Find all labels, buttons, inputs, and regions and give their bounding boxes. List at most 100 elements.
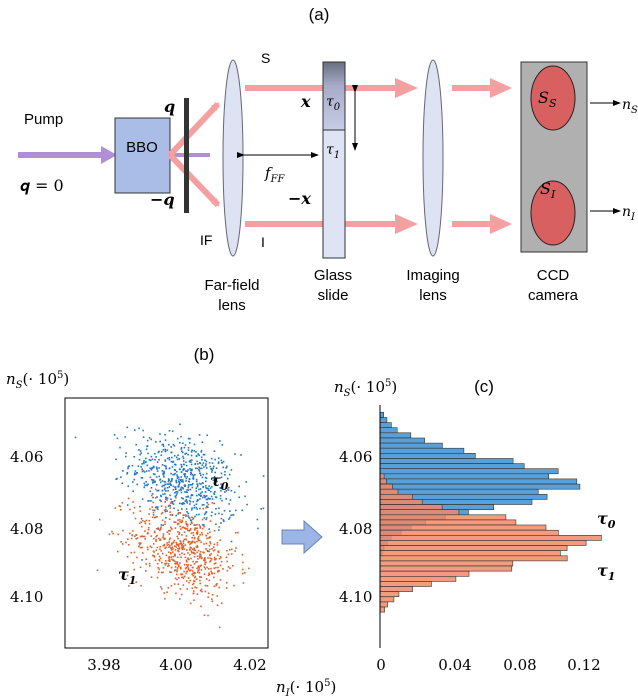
scatter-point [155,538,157,541]
scatter-point [204,476,207,479]
scatter-point [148,470,150,472]
scatter-point [207,506,209,508]
scatter-point [172,555,174,558]
scatter-point [175,561,177,563]
scatter-point [217,569,219,572]
scatter-point [168,479,170,481]
scatter-point [155,540,157,542]
scatter-point [168,541,170,543]
scatter-point [191,587,194,590]
panel-b-label: (b) [194,345,215,364]
scatter-point [193,572,195,575]
scatter-point [220,489,222,492]
scatter-point [150,500,152,502]
scatter-point [206,505,208,508]
scatter-point [179,598,181,600]
scatter-point [211,600,214,603]
scatter-point [204,557,206,559]
scatter-point [184,544,187,546]
scatter-point [132,490,134,493]
scatter-point [232,564,234,567]
scatter-point [187,568,190,571]
scatter-point [189,523,192,526]
scatter-point [190,472,193,474]
scatter-point [194,553,196,555]
scatter-point [172,503,175,505]
scatter-point [213,475,216,478]
scatter-point [219,579,222,581]
scatter-point [140,517,143,520]
scatter-point [162,472,164,475]
scatter-point [128,585,130,587]
scatter-point [181,526,184,529]
scatter-point [196,483,198,485]
scatter-point [146,484,148,486]
scatter-point [181,508,183,510]
scatter-point [198,466,201,469]
scatter-point [154,480,156,483]
scatter-point [218,526,220,528]
scatter-point [220,560,223,563]
scatter-point [117,533,119,536]
scatter-point [152,509,154,511]
scatter-point [207,532,209,535]
scatter-point [170,549,173,551]
scatter-point [204,563,206,566]
scatter-point [200,541,202,544]
scatter-point [166,497,169,499]
hist-bar-tau0 [379,452,476,459]
scatter-point [156,468,158,470]
scatter-point [213,567,216,569]
scatter-point [203,573,206,575]
scatter-point [154,516,156,519]
scatter-point [134,517,137,520]
scatter-point [224,491,226,493]
tau1-hist-label: τ1 [597,561,615,583]
idler-arrow-2 [490,214,512,234]
scatter-point [192,560,194,563]
scatter-point [122,470,124,472]
panel-b-xtick-1: 3.98 [87,656,120,674]
scatter-point [193,504,196,507]
scatter-point [192,590,195,592]
scatter-point [162,493,164,496]
scatter-point [154,453,156,455]
scatter-point [226,560,228,563]
scatter-point [204,485,207,487]
scatter-point [184,444,187,446]
scatter-point [195,490,198,492]
scatter-point [158,559,161,561]
if-label: IF [200,232,212,248]
panel-c-ytick-3: 4.10 [339,588,372,606]
scatter-point [193,541,196,543]
scatter-point [196,500,198,503]
scatter-point [205,472,208,475]
scatter-point [182,442,184,445]
scatter-point [199,527,202,529]
scatter-point [219,539,221,541]
scatter-point [161,480,164,482]
scatter-point [168,443,170,446]
scatter-point [167,565,169,568]
scatter-point [206,537,208,540]
scatter-point [178,553,181,556]
scatter-point [199,467,201,470]
scatter-point [184,500,187,502]
scatter-point [161,489,164,492]
scatter-point [170,585,173,587]
signal-spot [530,65,576,131]
scatter-point [205,511,208,513]
scatter-point [120,509,122,511]
scatter-point [213,493,216,495]
scatter-point [209,520,212,522]
scatter-point [140,542,142,544]
scatter-point [243,572,246,574]
scatter-point [194,529,196,531]
scatter-point [197,549,200,552]
scatter-point [210,567,212,570]
scatter-point [206,487,208,490]
scatter-point [229,548,231,551]
scatter-point [150,576,153,578]
scatter-point [208,462,211,464]
scatter-point [142,436,145,438]
